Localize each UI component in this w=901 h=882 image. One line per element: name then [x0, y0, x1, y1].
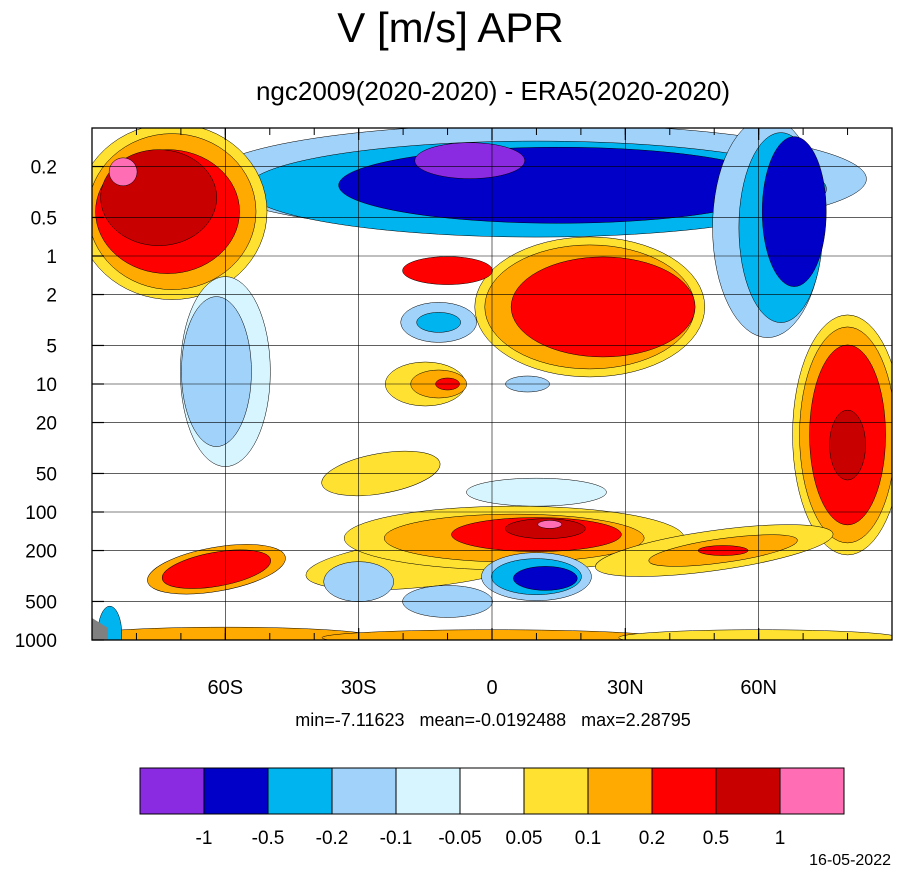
y-tick-label: 50: [36, 464, 57, 485]
y-tick-label: 200: [25, 542, 57, 563]
colorbar-label: -0.1: [380, 828, 413, 849]
x-tick-label: 0: [486, 677, 497, 699]
colorbar-box: [779, 767, 845, 815]
stat-max: max=2.28795: [581, 710, 691, 730]
axes: 60S 30S 0 30N 60N 0.2 0.5 1 2 5 10 20 50 100 200 500 100…: [15, 128, 849, 699]
x-tick-label: 30N: [607, 677, 644, 699]
contour-region: [510, 256, 696, 358]
chart-title: V [m/s] APR: [337, 4, 564, 51]
colorbar-label: 0.2: [639, 828, 665, 849]
x-tick-label: 60S: [208, 677, 244, 699]
contour-region: [829, 409, 866, 481]
contour-region: [338, 146, 779, 224]
stat-min: min=-7.11623: [295, 710, 405, 730]
terrain-mask: [92, 618, 108, 640]
y-tick-label: 1000: [15, 631, 57, 652]
contour-region: [414, 142, 526, 179]
contour-region: [181, 296, 252, 447]
colorbar-label: -0.5: [252, 828, 285, 849]
stats-line: min=-7.11623 mean=-0.0192488 max=2.28795: [0, 708, 901, 732]
colorbar-box: [267, 767, 333, 815]
colorbar: -1 -0.5 -0.2 -0.1 -0.05 0.05 0.1 0.2 0.5 1: [139, 767, 845, 849]
contour-region: [466, 477, 607, 507]
colorbar-label: 0.1: [575, 828, 601, 849]
colorbar-box: [587, 767, 653, 815]
colorbar-box: [395, 767, 461, 815]
colorbar-box: [459, 767, 525, 815]
contour-field: [92, 128, 892, 640]
contour-region: [402, 256, 493, 285]
colorbar-box: [651, 767, 717, 815]
chart-subtitle: ngc2009(2020-2020) - ERA5(2020-2020): [255, 76, 731, 106]
stat-mean: mean=-0.0192488: [419, 710, 567, 730]
x-tick-label: 30S: [341, 677, 377, 699]
y-tick-label: 1: [46, 247, 57, 268]
y-tick-label: 0.5: [31, 208, 57, 229]
contour-region: [761, 136, 827, 287]
y-tick-label: 20: [36, 414, 57, 435]
colorbar-label: -0.2: [316, 828, 349, 849]
y-tick-label: 5: [46, 336, 57, 357]
y-tick-label: 500: [25, 592, 57, 613]
x-tick-label: 60N: [740, 677, 777, 699]
contour-region: [108, 157, 138, 187]
colorbar-label: -0.05: [438, 828, 481, 849]
y-tick-label: 10: [36, 375, 57, 396]
contour-region: [416, 312, 461, 333]
date-stamp: 16-05-2022: [809, 852, 891, 869]
colorbar-box: [331, 767, 397, 815]
contour-region: [161, 549, 271, 589]
contour-region: [513, 566, 578, 591]
colorbar-box: [203, 767, 269, 815]
colorbar-label: 1: [775, 828, 786, 849]
colorbar-box: [523, 767, 589, 815]
contour-region: [505, 518, 586, 539]
contour-region: [537, 520, 563, 529]
y-tick-label: 2: [46, 286, 57, 307]
colorbar-label: 0.5: [703, 828, 729, 849]
y-tick-label: 0.2: [31, 158, 57, 179]
colorbar-box: [139, 767, 205, 815]
colorbar-label: 0.05: [506, 828, 543, 849]
y-tick-label: 100: [25, 503, 57, 524]
colorbar-box: [715, 767, 781, 815]
colorbar-label: -1: [196, 828, 213, 849]
